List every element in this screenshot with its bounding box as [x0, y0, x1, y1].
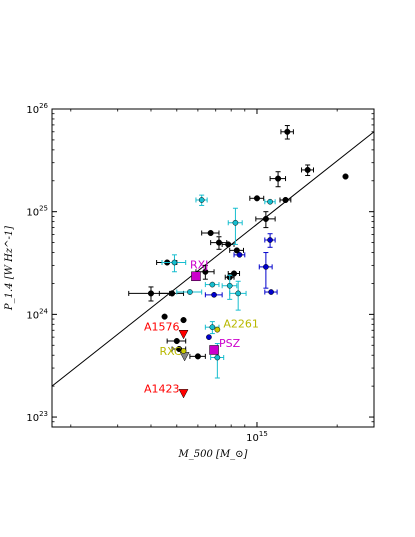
y-tick-label-3-exp: 26 — [39, 102, 48, 110]
series-1-point-2 — [232, 219, 239, 226]
series-0-point-4 — [253, 195, 261, 202]
annotation-labels: RXJ A1576 A2261 RXC PSZ A1423 — [144, 258, 259, 395]
annotation-rxj: RXJ — [190, 258, 208, 271]
labeled-marker-a1576 — [178, 330, 189, 340]
series-1-point-1 — [267, 198, 273, 205]
series-0-point-17 — [161, 313, 168, 320]
annotation-rxc: RXC — [159, 345, 181, 358]
y-axis-label: P_1.4 [W Hz^-1] — [4, 226, 15, 311]
y-tick-label-0: 1023 — [26, 410, 48, 424]
series-1-point-4 — [187, 289, 193, 295]
plot-frame — [51, 108, 375, 428]
series-2-point-3 — [268, 289, 274, 295]
series-2-point-1 — [267, 237, 273, 243]
series-0-point-10 — [233, 247, 240, 254]
series-1-point-8 — [209, 324, 216, 331]
x-tick-label-0-base: 10 — [246, 433, 259, 444]
y-tick-label-3-base: 10 — [26, 105, 39, 116]
series-0-point-2 — [342, 173, 349, 180]
series-0-point-7 — [207, 229, 214, 237]
labeled-marker-psz — [209, 345, 219, 355]
series-0-point-6 — [262, 215, 269, 222]
y-tick-label-0-exp: 23 — [39, 410, 48, 418]
series-1 — [161, 194, 276, 379]
fit-line — [52, 131, 374, 387]
series-1-point-3 — [171, 259, 178, 266]
y-tick-label-1-exp: 24 — [39, 307, 48, 315]
series-0-point-13 — [202, 268, 209, 275]
y-tick-label-0-base: 10 — [26, 413, 39, 424]
y-tick-label-1: 1024 — [26, 307, 48, 321]
y-tick-label-3: 1026 — [26, 102, 48, 116]
series-0-point-15 — [147, 290, 155, 297]
series-0-point-3 — [275, 175, 282, 182]
series-0-point-16 — [169, 290, 176, 297]
y-tick-label-1-base: 10 — [26, 310, 39, 321]
series-0-point-0 — [284, 128, 291, 135]
series-2-point-2 — [263, 264, 269, 270]
series-2-point-5 — [206, 334, 212, 340]
series-1-point-6 — [226, 282, 233, 289]
plot-area — [52, 125, 374, 399]
series-0-point-5 — [282, 196, 289, 204]
series-1-point-9 — [214, 354, 221, 361]
annotation-a1576: A1576 — [144, 320, 180, 333]
series-0-point-19 — [173, 337, 180, 345]
series-1-point-7 — [235, 290, 242, 297]
series-2-point-0 — [236, 251, 243, 258]
series-1-point-5 — [209, 281, 216, 288]
series-0-point-8 — [215, 239, 223, 246]
y-tick-label-2-exp: 25 — [39, 205, 48, 213]
x-tick-label-0: 1015 — [246, 430, 268, 444]
labeled-marker-rxj — [191, 271, 201, 282]
series-0-point-18 — [180, 317, 187, 324]
labeled-marker-rxc — [180, 348, 187, 354]
series-2 — [204, 233, 278, 340]
series-0-point-21 — [194, 353, 201, 360]
series-0-point-1 — [304, 166, 311, 173]
series-0-point-9 — [225, 241, 232, 248]
annotation-psz: PSZ — [219, 337, 241, 350]
annotation-a2261: A2261 — [223, 318, 259, 331]
x-axis-label: M_500 [M_⊙] — [178, 449, 248, 460]
labeled-marker-a2261 — [214, 326, 221, 333]
series-1-point-0 — [198, 197, 205, 203]
annotation-a1423: A1423 — [144, 382, 180, 395]
labeled-marker-a1423 — [178, 389, 189, 399]
y-tick-label-2-base: 10 — [26, 208, 39, 219]
x-tick-label-0-exp: 15 — [259, 430, 268, 438]
y-tick-label-2: 1025 — [26, 205, 48, 219]
series-2-point-4 — [211, 291, 217, 298]
